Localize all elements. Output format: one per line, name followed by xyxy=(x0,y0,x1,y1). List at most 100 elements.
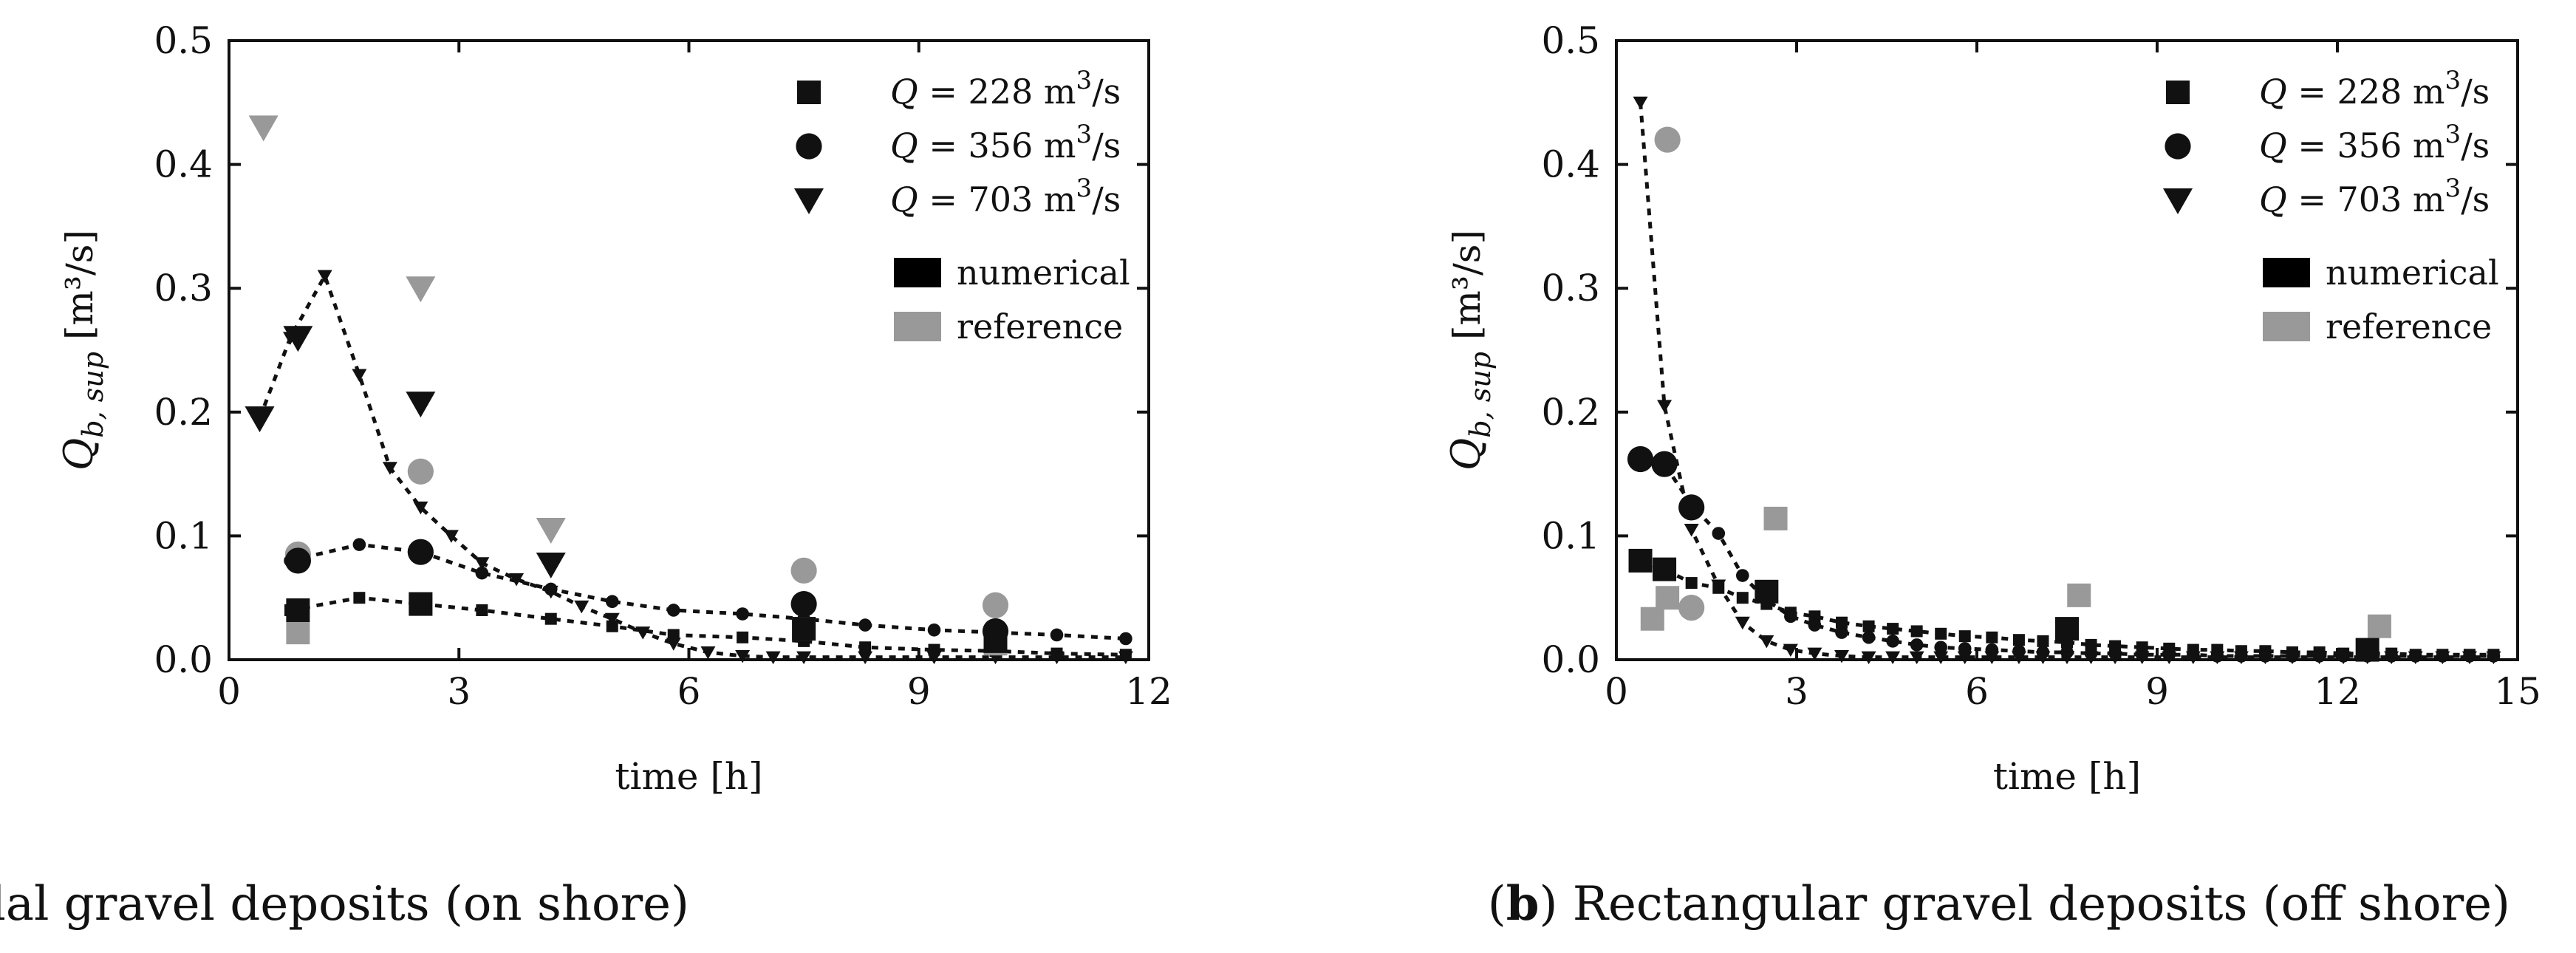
legend-swatch-numerical xyxy=(894,258,941,287)
chart-data-1-line-2-point-13 xyxy=(1957,651,1972,665)
y-axis-label: Qb, sup [m³/s] xyxy=(1443,230,1497,471)
chart-data-0-line-2-point-16 xyxy=(765,651,781,665)
chart-data-0-line-2-point-8 xyxy=(509,573,525,587)
chart-data-0-line-0-point-1 xyxy=(353,592,366,604)
chart-data-1-numerical-1-point-1 xyxy=(1651,451,1678,477)
chart-data-1-line-2-point-11 xyxy=(1909,651,1924,665)
x-tick-label: 12 xyxy=(2314,670,2361,713)
legend-label-value: = 228 m xyxy=(918,72,1076,112)
legend-label-numerical: numerical xyxy=(2326,253,2499,293)
legend-label-sup: 3 xyxy=(2445,174,2461,203)
y-tick-label: 0.2 xyxy=(154,391,213,434)
x-tick-label: 6 xyxy=(1965,670,1989,713)
chart-data-0-line-2-point-21 xyxy=(1049,651,1065,665)
figure-caption: (a) Trapezoidal gravel deposits (on shor… xyxy=(0,876,689,932)
x-tick-label: 0 xyxy=(217,670,241,713)
x-tick-label: 6 xyxy=(677,670,701,713)
chart-data-0-reference-2-point-1 xyxy=(406,276,436,303)
x-tick-label: 15 xyxy=(2494,670,2541,713)
legend-marker-2 xyxy=(2163,188,2193,214)
y-tick-label: 0.4 xyxy=(154,143,213,186)
legend-label-0: Q = 228 m3/s xyxy=(2259,66,2490,112)
chart-data-1-line-2-point-7 xyxy=(1807,647,1822,661)
chart-data-1-numerical-0-point-4 xyxy=(2355,638,2379,662)
chart-data-0-reference-1-point-3 xyxy=(982,592,1009,618)
chart-data-0-line-0-point-3 xyxy=(476,604,488,616)
y-tick-label: 0.3 xyxy=(154,267,213,310)
legend-swatch-reference xyxy=(2263,312,2310,341)
legend-label-numerical: numerical xyxy=(957,253,1130,293)
chart-data-1-line-2-point-19 xyxy=(2108,651,2123,665)
chart-data-1-line-0-point-16 xyxy=(2037,635,2049,647)
chart-data-1-numerical-0-point-2 xyxy=(1755,579,1779,604)
legend-label-sup: 3 xyxy=(1076,120,1093,149)
chart-data-1-line-2-point-28 xyxy=(2336,651,2351,665)
chart-data-1-line-2-point-27 xyxy=(2312,651,2327,665)
caption-open-paren: ( xyxy=(1488,877,1506,932)
chart-data-0-line-2-point-13 xyxy=(666,638,681,651)
legend-swatch-numerical xyxy=(2263,258,2310,287)
chart-data-1-line-1-point-7 xyxy=(1808,618,1822,632)
chart-data-1-reference-1-point-1 xyxy=(1678,595,1705,621)
chart-data-1-line-0-point-10 xyxy=(1887,623,1899,635)
legend-label-suffix: /s xyxy=(2461,180,2490,219)
x-tick-label: 3 xyxy=(1785,670,1808,713)
chart-data-0-numerical-0-point-0 xyxy=(286,598,310,622)
chart-data-0-numerical-0-point-1 xyxy=(409,592,433,616)
chart-data-1-line-2-point-33 xyxy=(2461,651,2477,665)
chart-data-1-line-0-point-4 xyxy=(1736,592,1749,604)
chart-data-1-numerical-0-point-1 xyxy=(1653,557,1677,581)
chart-data-0-line-2-point-5 xyxy=(413,501,428,515)
chart-data-1-reference-1-point-0 xyxy=(1654,126,1681,153)
y-axis-label-subscript: b, sup xyxy=(77,352,109,438)
chart-data-1-line-2-point-30 xyxy=(2384,651,2399,665)
legend-label-symbol: Q xyxy=(890,180,918,219)
chart-data-0-line-1-point-1 xyxy=(352,538,366,551)
chart-data-1-reference-0-point-0 xyxy=(1640,607,1664,631)
x-tick-label: 3 xyxy=(447,670,471,713)
chart-data-0-line-2-point-14 xyxy=(700,646,716,660)
chart-data-1-reference-0-point-1 xyxy=(1656,586,1680,610)
chart-data-1-line-2-point-21 xyxy=(2162,651,2177,665)
chart-data-0-line-2-point-4 xyxy=(382,462,397,475)
x-axis-label: time [h] xyxy=(1993,755,2141,798)
legend-marker-0 xyxy=(2166,81,2190,104)
legend-label-value: = 228 m xyxy=(2287,72,2445,112)
legend-label-value: = 356 m xyxy=(918,126,1076,165)
legend-label-value: = 703 m xyxy=(918,180,1076,219)
chart-data-1-line-2-point-4 xyxy=(1735,616,1750,630)
y-axis-label-symbol: Q xyxy=(55,438,102,471)
chart-data-0-line-1-point-5 xyxy=(605,595,619,609)
legend-label-symbol: Q xyxy=(2259,180,2287,219)
legend-swatch-reference xyxy=(894,312,941,341)
chart-data-0-line-1-point-7 xyxy=(736,607,749,621)
chart-data-1-line-1-point-4 xyxy=(1736,569,1749,582)
chart-data-1-line-2-point-24 xyxy=(2233,651,2249,665)
x-tick-label: 0 xyxy=(1605,670,1628,713)
x-axis-label: time [h] xyxy=(615,755,762,798)
chart-data-0-line-0-point-5 xyxy=(606,620,618,632)
chart-data-1-line-2-point-20 xyxy=(2134,651,2150,665)
caption-text: Trapezoidal gravel deposits (on shore) xyxy=(0,877,689,932)
y-tick-label: 0.0 xyxy=(1541,638,1600,681)
chart-data-0-line-2-point-2 xyxy=(317,270,332,283)
legend-label-sup: 3 xyxy=(1076,174,1093,203)
chart-data-1-line-2-point-14 xyxy=(1984,651,2000,665)
x-tick-label: 12 xyxy=(1125,670,1172,713)
legend-label-2: Q = 703 m3/s xyxy=(2259,174,2490,219)
chart-data-0-line-2-point-9 xyxy=(543,585,558,599)
chart-data-1-line-1-point-6 xyxy=(1784,609,1797,624)
chart-data-1-reference-0-point-4 xyxy=(2367,614,2391,638)
legend-label-suffix: /s xyxy=(2461,72,2490,112)
chart-data-1-line-0-point-8 xyxy=(1836,616,1848,629)
chart-data-1-line-2-point-3 xyxy=(1711,579,1726,592)
chart-data-0-line-1-point-10 xyxy=(927,623,941,637)
legend-label-symbol: Q xyxy=(890,72,918,112)
y-axis-label: Qb, sup [m³/s] xyxy=(55,230,109,471)
legend-label-value: = 703 m xyxy=(2287,180,2445,219)
y-tick-label: 0.1 xyxy=(154,514,213,557)
chart-data-0-numerical-1-point-1 xyxy=(407,539,434,565)
chart-data-1-line-1-point-11 xyxy=(1910,638,1924,652)
chart-data-1-line-2-point-17 xyxy=(2060,651,2074,665)
